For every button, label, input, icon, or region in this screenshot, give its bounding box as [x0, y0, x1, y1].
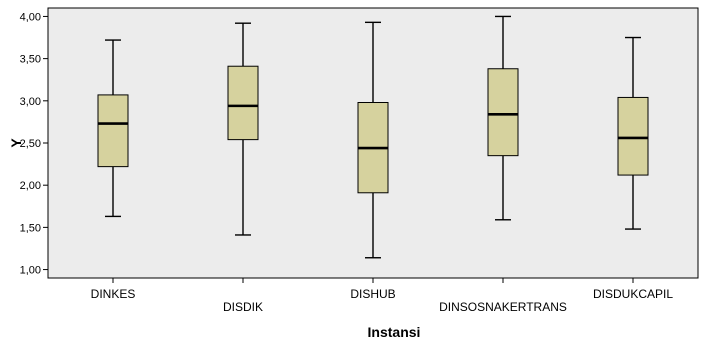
x-category-label: DISDIK [223, 300, 263, 314]
y-tick-label: 1,50 [20, 222, 41, 234]
iqr-box [97, 94, 129, 168]
y-tick-label: 4,00 [20, 11, 41, 23]
y-tick-label: 3,00 [20, 96, 41, 108]
x-category-label: DISDUKCAPIL [593, 287, 673, 301]
box-group [227, 22, 259, 236]
y-axis: 1,00 1,50 2,00 2,50 3,00 3,50 4,00 [20, 11, 48, 277]
y-tick-label: 3,50 [20, 54, 41, 66]
box-group [357, 21, 389, 259]
boxes [97, 15, 649, 259]
iqr-box [617, 96, 649, 176]
box-group [97, 39, 129, 218]
box-group [617, 36, 649, 230]
y-tick-label: 1,00 [20, 265, 41, 277]
x-category-label: DINSOSNAKERTRANS [439, 300, 567, 314]
y-axis-title: Y [8, 138, 24, 148]
y-tick-label: 2,50 [20, 138, 41, 150]
x-category-label: DISHUB [350, 287, 395, 301]
box-group [487, 15, 519, 221]
y-tick-label: 2,00 [20, 180, 41, 192]
x-axis-title: Instansi [368, 324, 421, 340]
iqr-box [227, 65, 259, 141]
iqr-box [487, 68, 519, 157]
x-category-label: DINKES [91, 287, 136, 301]
x-axis: DINKES DISDIK DISHUB DINSOSNAKERTRANS DISDUK… [91, 278, 673, 314]
